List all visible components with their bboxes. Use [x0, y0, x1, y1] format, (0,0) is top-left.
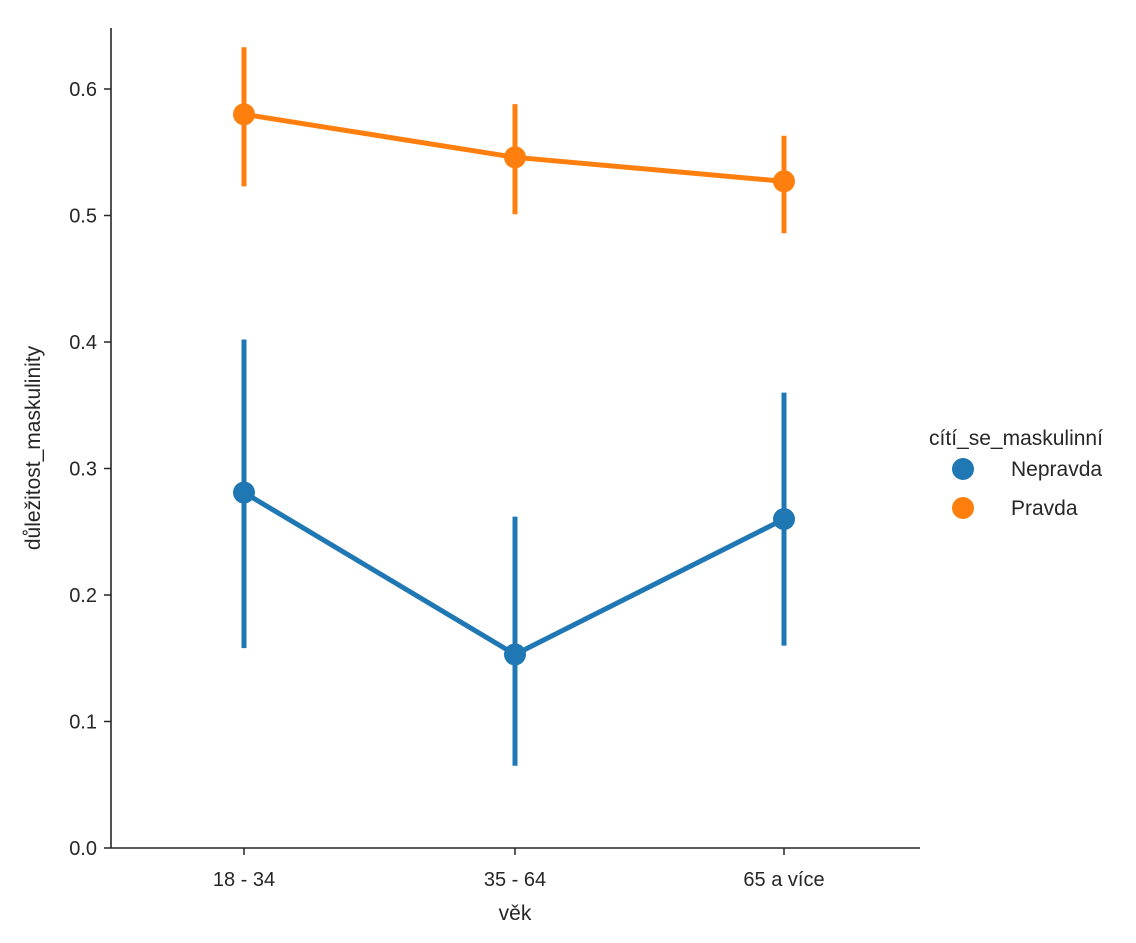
x-axis-title: věk	[499, 902, 532, 925]
data-point	[773, 508, 795, 531]
legend-title: cítí_se_maskulinní	[929, 427, 1103, 450]
data-point	[233, 103, 255, 126]
x-tick-label: 18 - 34	[213, 869, 275, 891]
series-nepravda	[233, 339, 795, 766]
data-point	[773, 170, 795, 193]
legend-marker-pravda	[952, 497, 974, 519]
y-tick-label: 0.4	[69, 332, 97, 354]
y-tick-label: 0.6	[69, 79, 97, 101]
x-tick-label: 35 - 64	[484, 869, 546, 891]
y-axis-title: důležitost_maskulinity	[22, 345, 45, 550]
data-point	[504, 643, 526, 666]
legend-marker-nepravda	[952, 458, 974, 480]
plot-area	[233, 47, 795, 766]
data-point	[233, 481, 255, 504]
y-tick-label: 0.0	[69, 838, 97, 860]
legend-label: Nepravda	[1011, 458, 1102, 481]
legend: cítí_se_maskulinní Nepravda Pravda	[929, 427, 1103, 520]
legend-entries: Nepravda Pravda	[952, 458, 1102, 520]
y-tick-label: 0.5	[69, 206, 97, 228]
x-tick-label: 65 a více	[743, 869, 824, 891]
axes: 0.0 0.1 0.2 0.3 0.4 0.5 0.6 18 - 34 35 - 64 65 a…	[22, 28, 920, 925]
data-point	[504, 146, 526, 169]
y-tick-label: 0.3	[69, 459, 97, 481]
y-ticks: 0.0 0.1 0.2 0.3 0.4 0.5 0.6	[69, 79, 111, 860]
legend-label: Pravda	[1011, 497, 1078, 520]
y-tick-label: 0.2	[69, 585, 97, 607]
y-tick-label: 0.1	[69, 712, 97, 734]
series-pravda	[233, 47, 795, 234]
x-ticks: 18 - 34 35 - 64 65 a více	[213, 848, 825, 891]
